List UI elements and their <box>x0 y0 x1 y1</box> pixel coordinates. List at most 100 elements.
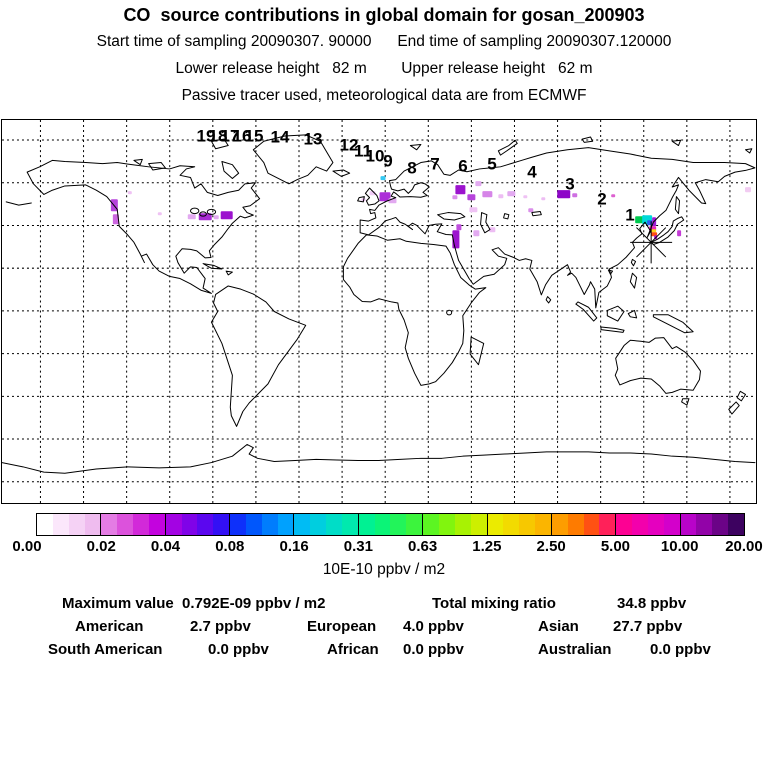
region-value: 0.0 ppbv <box>208 641 269 658</box>
concentration-patch <box>187 214 196 220</box>
total-mixing-ratio-label: Total mixing ratio <box>432 595 556 612</box>
colorbar-tick-0.00: 0.00 <box>12 538 42 555</box>
colorbar-tick-20.00: 20.00 <box>725 538 763 555</box>
receptor-star-marker <box>630 221 673 264</box>
great-lake <box>200 212 207 216</box>
colorbar-cell <box>165 514 182 535</box>
region-value: 4.0 ppbv <box>403 618 464 635</box>
colorbar-tick-0.16: 0.16 <box>279 538 309 555</box>
trajectory-day-5: 5 <box>487 154 497 174</box>
release-heights-line: Lower release height 82 m Upper release … <box>175 60 593 77</box>
coast-caribbean <box>203 264 232 275</box>
concentration-patch <box>380 176 386 181</box>
concentration-patch <box>651 229 657 233</box>
coast-madagascar <box>470 337 484 365</box>
concentration-patch <box>467 194 476 201</box>
coast-uk <box>365 188 379 205</box>
colorbar-cell <box>406 514 423 535</box>
great-lake <box>207 209 215 214</box>
colorbar-segment <box>357 514 423 535</box>
colorbar-cell <box>326 514 342 535</box>
colorbar-segment <box>164 514 230 535</box>
concentration-patch <box>456 224 462 231</box>
colorbar-segment <box>293 514 358 535</box>
colorbar-cell <box>310 514 327 535</box>
concentration-patches <box>110 176 752 249</box>
concentration-patch <box>528 208 534 213</box>
colorbar-cell <box>728 514 744 535</box>
concentration-patch <box>127 191 132 195</box>
sampling-times-line: Start time of sampling 20090307. 90000 E… <box>96 33 672 50</box>
concentration-patch <box>455 185 466 195</box>
concentration-patch <box>557 190 571 199</box>
trajectory-day-18: 18 <box>208 126 228 146</box>
trajectory-day-3: 3 <box>565 174 575 194</box>
trajectory-day-7: 7 <box>430 154 440 174</box>
concentration-patch <box>157 212 162 216</box>
colorbar-cell <box>583 514 600 535</box>
concentration-patch <box>112 214 119 225</box>
colorbar-tick-0.63: 0.63 <box>408 538 438 555</box>
colorbar-tick-10.00: 10.00 <box>660 538 699 555</box>
region-value: 27.7 ppbv <box>613 618 683 635</box>
colorbar-cell <box>632 514 648 535</box>
trajectory-day-12: 12 <box>339 135 359 155</box>
concentration-patch <box>452 195 458 200</box>
concentration-patch <box>489 227 496 233</box>
colorbar-cell <box>68 514 85 535</box>
colorbar-cell <box>261 514 278 535</box>
colorbar-segment <box>486 514 551 535</box>
coast-antarctica <box>2 444 755 473</box>
region-value: 0.0 ppbv <box>650 641 711 658</box>
colorbar-segment <box>679 514 744 535</box>
trajectory-day-6: 6 <box>458 156 468 176</box>
trajectory-day-2: 2 <box>597 189 607 209</box>
region-name: African <box>327 641 379 658</box>
colorbar-cell <box>503 514 520 535</box>
coast-eurasia <box>360 148 755 308</box>
trajectory-day-8: 8 <box>407 158 417 178</box>
colorbar-segment <box>550 514 616 535</box>
region-name: American <box>75 618 144 635</box>
colorbar-cell <box>84 514 101 535</box>
coast-greenland <box>253 135 333 184</box>
concentration-patch <box>482 191 493 198</box>
graticule-gridlines <box>2 120 756 503</box>
coast-australia <box>615 338 700 405</box>
coast-iceland <box>333 170 350 176</box>
colorbar-cell <box>470 514 487 535</box>
colorbar-segment <box>615 514 680 535</box>
colorbar-cell <box>133 514 149 535</box>
concentration-patch <box>523 195 528 199</box>
concentration-patch <box>220 211 233 220</box>
trajectory-day-9: 9 <box>383 151 393 171</box>
total-mixing-ratio-value: 34.8 ppbv <box>617 595 687 612</box>
colorbar-unit-label: 10E-10 ppbv / m2 <box>322 561 446 578</box>
colorbar-tick-0.04: 0.04 <box>150 538 181 555</box>
colorbar-cell <box>647 514 664 535</box>
colorbar-cell <box>37 514 53 535</box>
colorbar-cell <box>117 514 134 535</box>
colorbar-cell <box>423 514 439 535</box>
colorbar-cell <box>599 514 616 535</box>
colorbar-cell <box>341 514 358 535</box>
colorbar-cell <box>294 514 311 535</box>
trajectory-day-19: 19 <box>196 126 216 146</box>
colorbar-cell <box>358 514 375 535</box>
concentration-patch <box>498 194 504 199</box>
colorbar-cell <box>696 514 713 535</box>
colorbar-cell <box>663 514 680 535</box>
colorbar-tick-0.08: 0.08 <box>215 538 245 555</box>
region-name: South American <box>48 641 163 658</box>
trajectory-day-17: 17 <box>220 126 240 146</box>
concentration-patch <box>635 216 644 224</box>
trajectory-day-16: 16 <box>232 126 252 146</box>
concentration-patch <box>507 191 516 197</box>
region-name: Asian <box>538 618 579 635</box>
concentration-patch <box>475 181 482 187</box>
trajectory-day-13: 13 <box>303 129 323 149</box>
world-map: 19 18 17 16 15 14 13 12 11 10 9 8 7 6 5 4 3 2 1 <box>1 119 757 504</box>
lake-victoria <box>447 310 452 315</box>
colorbar-cell <box>245 514 262 535</box>
